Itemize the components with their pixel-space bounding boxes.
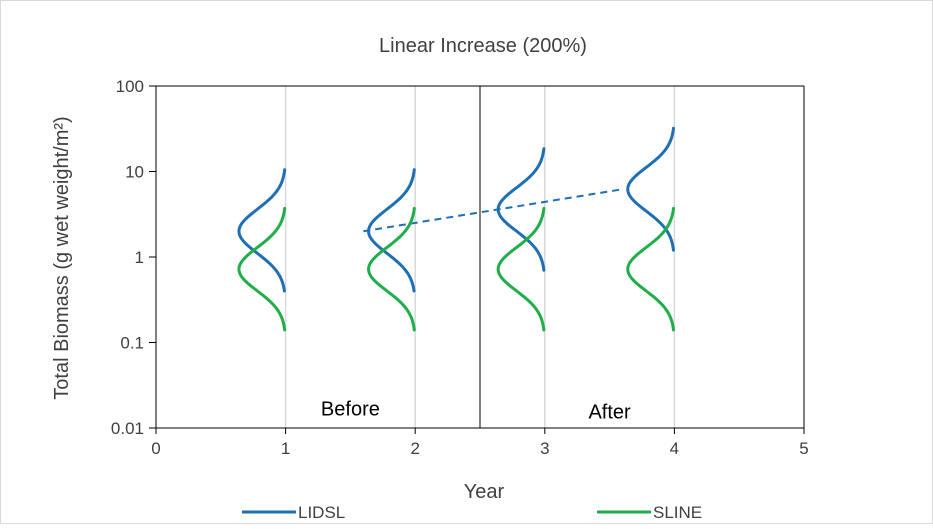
sline-distribution-year-4 <box>626 206 675 332</box>
y-tick-label: 0.01 <box>111 419 144 438</box>
x-tick-label: 3 <box>540 439 549 458</box>
period-labels: Before After <box>321 399 631 424</box>
y-tick-label: 10 <box>125 163 144 182</box>
grid-lines <box>284 86 676 428</box>
period-label: After <box>588 401 631 423</box>
axes: 0.01 0.1 1 10 100 0 1 2 3 4 5 <box>111 77 809 458</box>
sline-distribution-year-1 <box>237 206 287 332</box>
x-tick-label: 4 <box>670 439 679 458</box>
lidsl-distribution-year-1 <box>237 168 287 293</box>
sline-distribution-year-2 <box>367 206 416 332</box>
sline-distribution-year-3 <box>496 206 546 332</box>
period-label: Before <box>321 399 380 421</box>
legend-label-sline: SLINE <box>653 503 702 522</box>
legend: LIDSL SLINE <box>242 503 702 522</box>
y-tick-label: 100 <box>116 77 144 96</box>
y-axis-label: Total Biomass (g wet weight/m²) <box>51 116 73 399</box>
x-tick-label: 1 <box>281 439 290 458</box>
x-tick-label: 2 <box>410 439 419 458</box>
y-tick-label: 0.1 <box>120 334 144 353</box>
chart-title: Linear Increase (200%) <box>379 35 587 57</box>
x-tick-label: 0 <box>151 439 160 458</box>
x-axis-label: Year <box>464 481 505 503</box>
legend-label-lidsl: LIDSL <box>298 503 345 522</box>
lidsl-trend-line <box>363 188 623 233</box>
y-tick-label: 1 <box>135 248 144 267</box>
x-tick-label: 5 <box>799 439 808 458</box>
data-marks <box>237 126 675 332</box>
